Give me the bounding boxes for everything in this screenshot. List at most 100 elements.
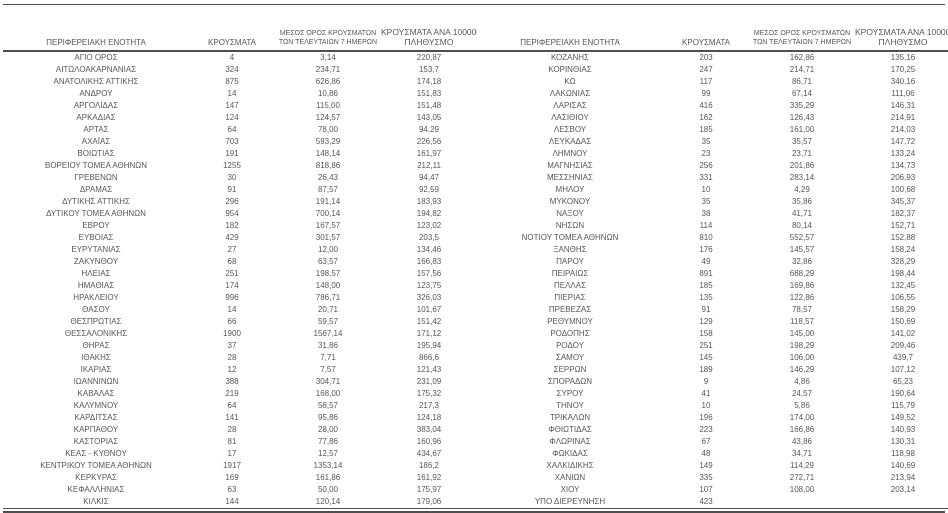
per100k-cell: 151,83 [416, 89, 442, 98]
region-name-cell: ΦΘΙΩΤΙΔΑΣ [548, 425, 592, 434]
region-name-cell: ΖΑΚΥΝΘΟΥ [73, 257, 119, 266]
region-name-cell: ΛΕΣΒΟΥ [553, 125, 587, 134]
table-row: ΚΕΦΑΛΛΗΝΙΑΣ 63 50,00 175,97 ΧΙΟΥ 107 108,00 203… [3, 484, 948, 496]
cases-cell: 810 [699, 233, 713, 242]
region-name-cell: ΒΟΙΩΤΙΑΣ [77, 149, 115, 158]
region-name-cell: ΠΕΙΡΑΙΩΣ [551, 269, 589, 278]
table-row: ΕΥΒΟΙΑΣ 429 301,57 203,5 ΝΟΤΙΟΥ ΤΟΜΕΑ ΑΘΗΝΩΝ… [3, 232, 948, 244]
avg7-cell: 12,57 [317, 449, 339, 458]
per100k-cell: 166,83 [416, 257, 442, 266]
region-name-cell: ΚΑΒΑΛΑΣ [77, 389, 115, 398]
per100k-cell [855, 496, 948, 509]
cases-cell: 185 [699, 125, 713, 134]
table-row: ΑΝΑΤΟΛΙΚΗΣ ΑΤΤΙΚΗΣ 875 626,86 174,18 ΚΩ 117 86… [3, 76, 948, 88]
cases-cell: 28 [227, 425, 237, 434]
cases-cell: 335 [699, 473, 713, 482]
per100k-cell: 328,29 [890, 257, 916, 266]
table-row: ΚΕΑΣ - ΚΥΘΝΟΥ 17 12,57 434,67 ΦΩΚΙΔΑΣ 48 34,71… [3, 448, 948, 460]
per100k-cell: 150,69 [890, 317, 916, 326]
avg7-cell: 10,86 [317, 89, 339, 98]
table-row: ΚΑΡΠΑΘΟΥ 28 28,00 383,04 ΦΘΙΩΤΙΔΑΣ 223 166,86 1… [3, 424, 948, 436]
region-name-cell: ΡΟΔΟΠΗΣ [550, 329, 590, 338]
per100k-cell: 170,25 [890, 65, 916, 74]
region-name-cell: ΘΗΡΑΣ [82, 341, 110, 350]
avg7-cell: 169,86 [789, 281, 815, 290]
region-name-cell: ΚΩ [564, 77, 576, 86]
cases-cell: 10 [701, 401, 711, 410]
avg7-cell: 1353,14 [313, 461, 343, 470]
table-row: ΚΑΛΥΜΝΟΥ 64 58,57 217,3 ΤΗΝΟΥ 10 5,86 115,79 [3, 400, 948, 412]
region-name-cell: ΑΧΑΪΑΣ [81, 137, 111, 146]
cases-cell: 296 [225, 197, 239, 206]
cases-cell: 996 [225, 293, 239, 302]
avg7-cell: 126,43 [789, 113, 815, 122]
avg7-cell: 191,14 [315, 197, 341, 206]
region-name-cell: ΚΑΡΠΑΘΟΥ [73, 425, 119, 434]
avg7-cell: 174,00 [789, 413, 815, 422]
table-row: ΔΥΤΙΚΗΣ ΑΤΤΙΚΗΣ 296 191,14 183,93 ΜΥΚΟΝΟΥ 35 3… [3, 196, 948, 208]
region-name-cell: ΚΟΡΙΝΘΙΑΣ [548, 65, 592, 74]
region-name-cell: ΘΕΣΣΑΛΟΝΙΚΗΣ [64, 329, 128, 338]
cases-cell: 129 [699, 317, 713, 326]
avg7-cell: 12,00 [317, 245, 339, 254]
per100k-cell: 195,94 [416, 341, 442, 350]
cases-cell: 91 [227, 185, 237, 194]
table-row: ΚΙΛΚΙΣ 144 120,14 179,06 ΥΠΟ ΔΙΕΡΕΥΝΗΣΗ 423 [3, 496, 948, 509]
table-row: ΘΑΣΟΥ 14 20,71 101,67 ΠΡΕΒΕΖΑΣ 91 78,57 158,29 [3, 304, 948, 316]
per100k-cell: 217,3 [418, 401, 440, 410]
table-row: ΑΓΙΟ ΟΡΟΣ 4 3,14 220,87 ΚΟΖΑΝΗΣ 203 162,86 135,… [3, 51, 948, 64]
per100k-cell: 124,18 [416, 413, 442, 422]
region-name-cell: ΥΠΟ ΔΙΕΡΕΥΝΗΣΗ [534, 497, 606, 506]
cases-cell: 875 [225, 77, 239, 86]
region-name-cell: ΦΛΩΡΙΝΑΣ [549, 437, 591, 446]
avg7-cell: 148,00 [315, 281, 341, 290]
region-name-cell: ΒΟΡΕΙΟΥ ΤΟΜΕΑ ΑΘΗΝΩΝ [44, 161, 148, 170]
avg7-cell: 4,86 [794, 377, 810, 386]
table-row: ΑΡΤΑΣ 64 78,00 94,29 ΛΕΣΒΟΥ 185 161,00 214,03 [3, 124, 948, 136]
cases-cell: 331 [699, 173, 713, 182]
table-row: ΑΝΔΡΟΥ 14 10,86 151,83 ΛΑΚΩΝΙΑΣ 99 67,14 111,06 [3, 88, 948, 100]
avg7-cell: 700,14 [315, 209, 341, 218]
region-name-cell: ΛΑΚΩΝΙΑΣ [549, 89, 591, 98]
avg7-cell: 786,71 [315, 293, 341, 302]
avg7-cell: 198,57 [315, 269, 341, 278]
avg7-cell: 32,86 [791, 257, 813, 266]
cases-cell: 416 [699, 101, 713, 110]
per100k-cell: 186,2 [418, 461, 440, 470]
avg7-cell: 114,29 [790, 461, 814, 470]
region-name-cell: ΑΓΙΟ ΟΡΟΣ [74, 53, 118, 62]
region-name-cell: ΕΥΡΥΤΑΝΙΑΣ [71, 245, 121, 254]
per100k-cell: 231,09 [416, 377, 442, 386]
cases-cell: 251 [699, 341, 713, 350]
avg7-cell: 4,29 [794, 185, 810, 194]
per100k-cell: 123,02 [416, 221, 442, 230]
region-name-cell: ΚΕΡΚΥΡΑΣ [75, 473, 117, 482]
cases-cell: 12 [227, 365, 237, 374]
avg7-cell: 108,00 [789, 485, 815, 494]
per100k-cell: 152,88 [890, 233, 916, 242]
per100k-cell: 65,23 [892, 377, 914, 386]
region-name-cell: ΣΑΜΟΥ [555, 353, 585, 362]
avg7-cell: 26,43 [317, 173, 339, 182]
regional-cases-table: ΠΕΡΙΦΕΡΕΙΑΚΗ ΕΝΟΤΗΤΑ ΚΡΟΥΣΜΑΤΑ ΜΕΣΟΣ ΟΡΟ… [3, 5, 948, 509]
table-row: ΗΜΑΘΙΑΣ 174 148,00 123,75 ΠΕΛΛΑΣ 185 169,86 132… [3, 280, 948, 292]
region-name-cell: ΝΑΞΟΥ [556, 209, 584, 218]
per100k-cell: 146,31 [890, 101, 916, 110]
avg7-cell: 20,71 [317, 305, 339, 314]
per100k-cell: 161,97 [416, 149, 442, 158]
avg7-cell: 304,71 [315, 377, 341, 386]
avg7-cell: 335,29 [789, 101, 815, 110]
cases-cell: 162 [699, 113, 713, 122]
per100k-cell: 111,06 [891, 89, 915, 98]
cases-cell: 38 [701, 209, 711, 218]
table-row: ΚΑΒΑΛΑΣ 219 168,00 175,32 ΣΥΡΟΥ 41 24,57 190,64 [3, 388, 948, 400]
avg7-cell: 7,57 [320, 365, 336, 374]
per100k-cell: 203,14 [890, 485, 916, 494]
table-row: ΗΡΑΚΛΕΙΟΥ 996 786,71 326,03 ΠΙΕΡΙΑΣ 135 122,86… [3, 292, 948, 304]
per100k-cell: 121,43 [416, 365, 442, 374]
cases-cell: 49 [701, 257, 711, 266]
avg7-cell: 77,86 [317, 437, 339, 446]
region-name-cell: ΞΑΝΘΗΣ [553, 245, 587, 254]
cases-cell: 14 [227, 305, 237, 314]
cases-cell: 158 [699, 329, 713, 338]
